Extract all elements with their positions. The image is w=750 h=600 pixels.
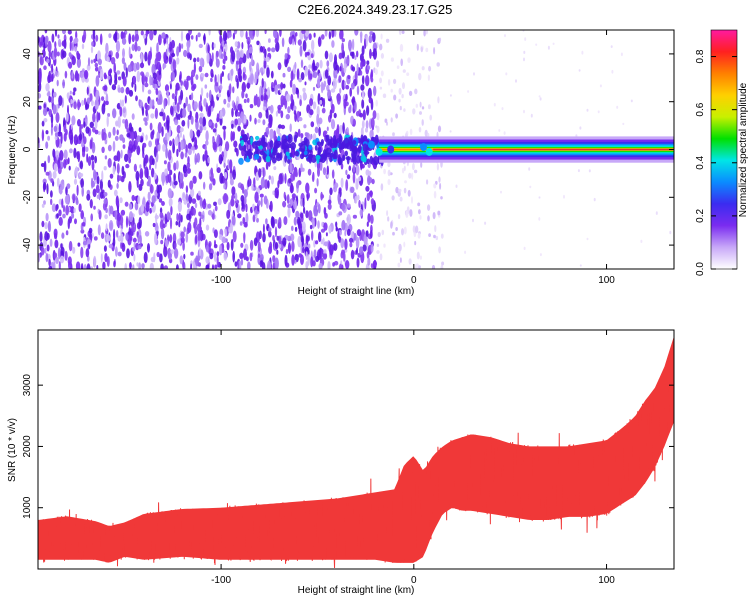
snr-series-band [38,336,674,563]
spectrogram-xtick-label: -100 [211,275,231,286]
spectrogram-ticks: -100 0 100 -40 -20 0 20 40 [22,30,674,286]
snr-series-noise [38,363,674,569]
spectrogram-xtick-label: 0 [411,275,417,286]
spectrogram-ytick-label: -40 [22,237,33,252]
spectrogram-ylabel: Frequency (Hz) [7,116,18,185]
colorbar-tick-label: 0.4 [695,155,706,169]
colorbar-frame [710,29,738,270]
spectrogram-ridge [367,136,674,163]
snr-ytick-label: 1000 [22,496,33,519]
spectrogram-cells [38,30,672,269]
snr-ylabel: SNR (10 * v/v) [7,418,18,482]
colorbar-label: Normalized spectral amplitude [738,82,749,217]
colorbar-gradient [711,30,737,269]
colorbar-tick-label: 0.2 [695,209,706,223]
spectrogram-xlabel: Height of straight line (km) [298,286,415,297]
colorbar: 0.0 0.2 0.4 0.6 0.8 Normalized spectral ampl… [695,29,749,276]
spectrogram-xtick-label: 100 [598,275,615,286]
spectrogram-ytick-label: -20 [22,190,33,205]
snr-xtick-label: 0 [411,575,417,586]
spectrogram-ytick-label: 0 [22,146,33,152]
snr-panel: -100 0 100 1000 2000 3000 Height of straight … [7,329,675,596]
spectrogram-panel: -100 0 100 -40 -20 0 20 40 Height of straight l… [7,29,675,297]
snr-xlabel: Height of straight line (km) [298,585,415,596]
colorbar-tick-label: 0.6 [695,102,706,116]
snr-ytick-label: 2000 [22,435,33,458]
colorbar-tick-label: 0.8 [695,49,706,63]
spectrogram-ytick-label: 20 [22,96,33,108]
snr-frame [37,329,675,570]
colorbar-ticks: 0.0 0.2 0.4 0.6 0.8 [695,49,737,276]
colorbar-tick-label: 0.0 [695,262,706,276]
snr-ticks: -100 0 100 1000 2000 3000 [22,330,674,586]
snr-xtick-label: 100 [598,575,615,586]
snr-ytick-label: 3000 [22,374,33,397]
snr-xtick-label: -100 [211,575,231,586]
spectrogram-ytick-label: 40 [22,48,33,60]
chart-title: C2E6.2024.349.23.17.G25 [297,2,453,17]
